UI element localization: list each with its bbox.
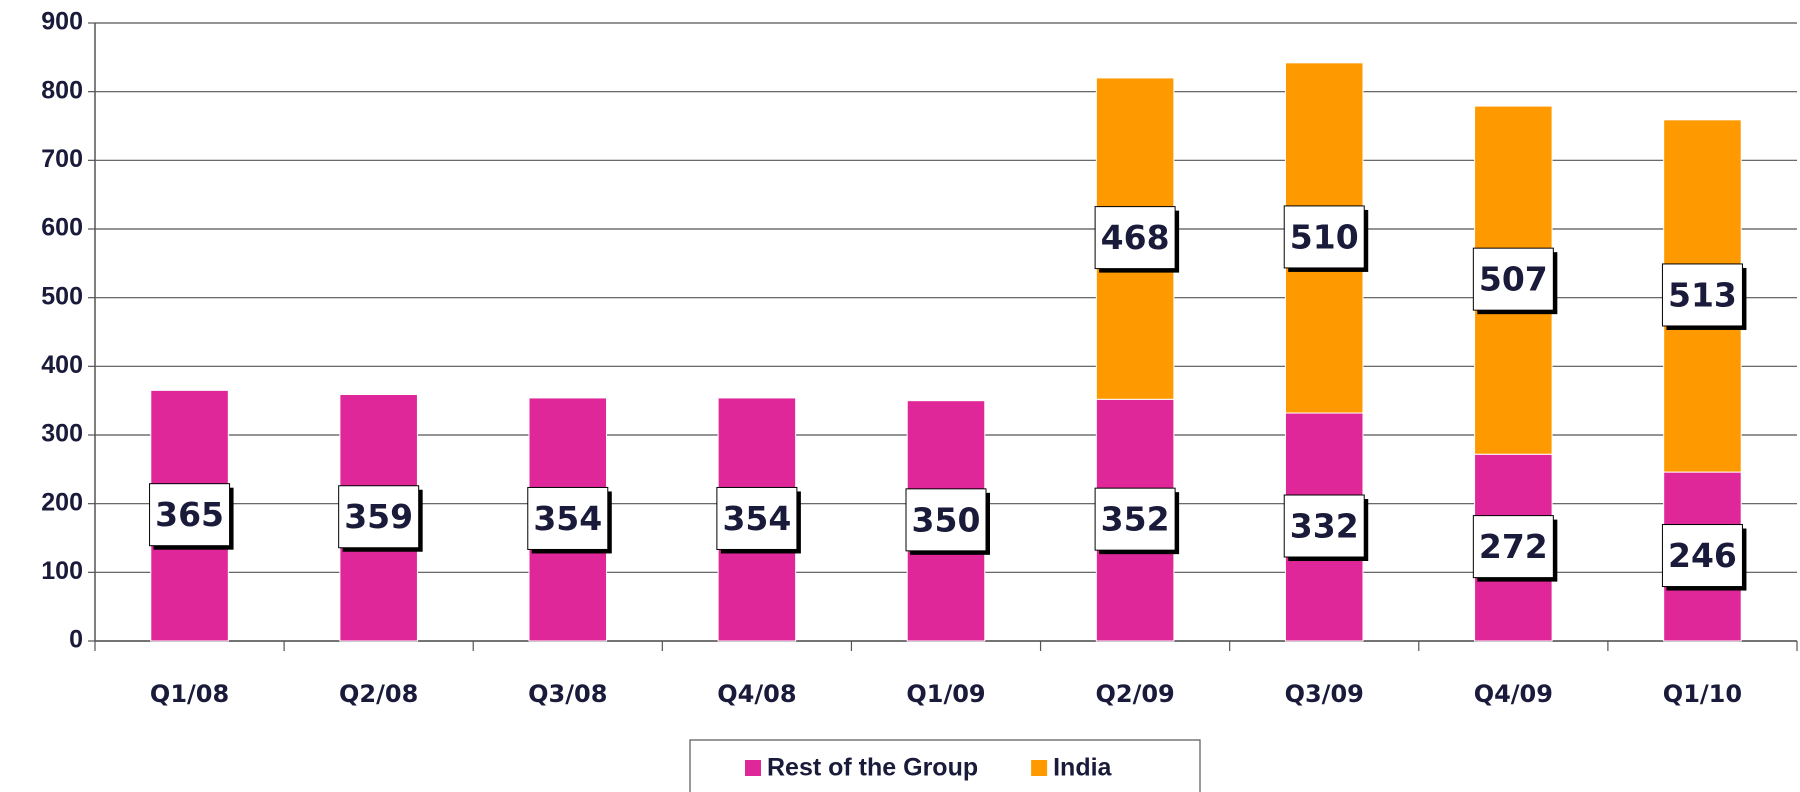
x-tick-label: Q2/09 — [1095, 680, 1174, 708]
data-label-box — [716, 486, 798, 550]
data-label-box — [1094, 487, 1176, 551]
data-label: 354 — [722, 499, 791, 538]
y-tick-label: 400 — [41, 351, 83, 379]
y-tick-label: 700 — [41, 145, 83, 173]
x-tick-label: Q3/09 — [1285, 680, 1364, 708]
legend-swatch — [745, 760, 761, 776]
data-label-box — [1283, 494, 1365, 558]
x-tick-label: Q1/09 — [906, 680, 985, 708]
data-label: 507 — [1479, 260, 1548, 299]
data-label-box — [338, 485, 420, 549]
y-tick-label: 600 — [41, 214, 83, 242]
x-tick-label: Q2/08 — [339, 680, 418, 708]
data-label: 246 — [1668, 536, 1737, 575]
y-tick-label: 800 — [41, 76, 83, 104]
data-label-box — [905, 488, 987, 552]
data-label: 352 — [1101, 500, 1170, 539]
y-tick-label: 0 — [69, 626, 83, 654]
data-label-box — [1661, 524, 1743, 588]
y-tick-label: 500 — [41, 282, 83, 310]
x-tick-label: Q3/08 — [528, 680, 607, 708]
x-tick-label: Q1/08 — [150, 680, 229, 708]
data-label: 510 — [1290, 217, 1359, 256]
data-label-box — [1094, 206, 1176, 270]
data-label-box — [1283, 205, 1365, 269]
data-label-box — [1661, 263, 1743, 327]
data-label: 365 — [155, 495, 224, 534]
data-label-box — [1472, 515, 1554, 579]
data-label: 513 — [1668, 275, 1737, 314]
legend-label: Rest of the Group — [767, 754, 978, 782]
data-label-box — [1472, 247, 1554, 311]
y-tick-label: 300 — [41, 420, 83, 448]
data-label: 354 — [533, 499, 602, 538]
data-label-box — [527, 486, 609, 550]
legend-swatch — [1031, 760, 1048, 776]
data-label: 468 — [1101, 218, 1170, 257]
x-tick-label: Q4/08 — [717, 680, 796, 708]
legend-box — [689, 739, 1201, 792]
y-tick-label: 100 — [41, 557, 83, 585]
x-tick-label: Q1/10 — [1663, 680, 1742, 708]
data-label: 332 — [1290, 507, 1359, 546]
y-tick-label: 200 — [41, 488, 83, 516]
x-tick-label: Q4/09 — [1474, 680, 1553, 708]
data-label: 359 — [344, 497, 413, 536]
data-label: 350 — [912, 500, 981, 539]
data-label: 272 — [1479, 527, 1548, 566]
y-tick-label: 900 — [41, 8, 83, 36]
data-label-box — [149, 483, 231, 547]
legend-label: India — [1053, 754, 1112, 782]
